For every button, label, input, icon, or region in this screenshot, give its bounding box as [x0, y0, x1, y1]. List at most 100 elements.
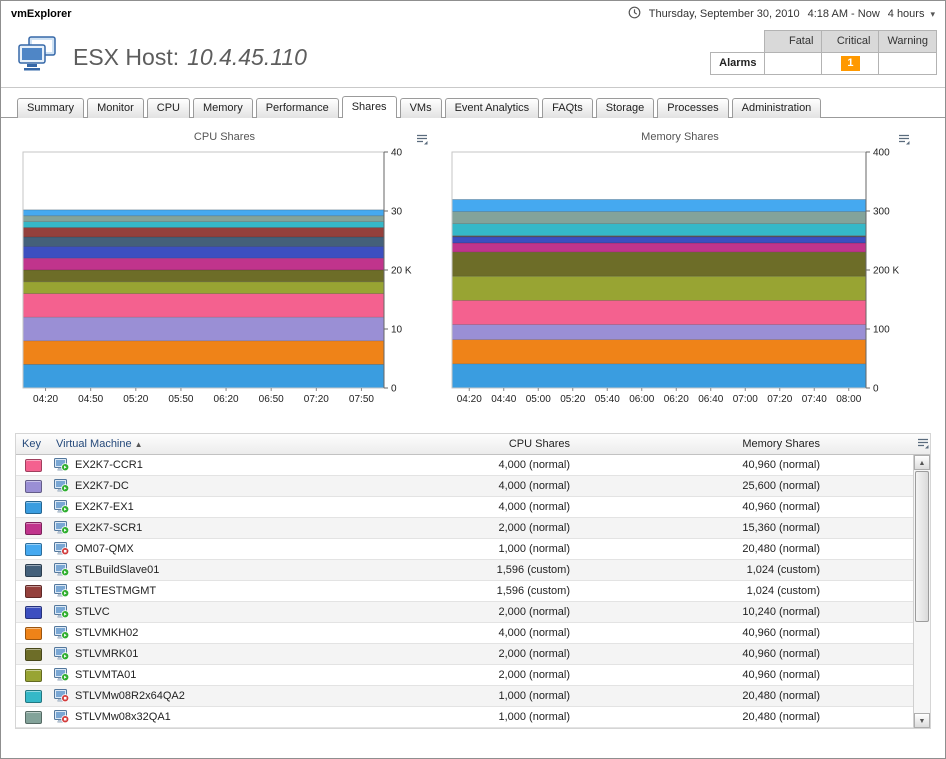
memory-shares-chart: Memory Shares 0 100 200 K 300 400 04:20 04:40 0…: [446, 126, 914, 421]
svg-text:0: 0: [873, 384, 879, 395]
vm-running-icon: [54, 500, 70, 514]
tab-event-analytics[interactable]: Event Analytics: [444, 98, 540, 118]
vm-name-cell[interactable]: EX2K7-DC: [50, 476, 346, 496]
table-row[interactable]: STLTESTMGMT 1,596 (custom) 1,024 (custom): [16, 581, 914, 602]
table-row[interactable]: EX2K7-CCR1 4,000 (normal) 40,960 (normal): [16, 455, 914, 476]
vm-name-cell[interactable]: EX2K7-EX1: [50, 497, 346, 517]
row-filler: [828, 497, 914, 517]
table-row[interactable]: STLVMTA01 2,000 (normal) 40,960 (normal): [16, 665, 914, 686]
scroll-track[interactable]: [914, 470, 930, 713]
vm-name[interactable]: OM07-QMX: [75, 543, 134, 555]
table-row[interactable]: OM07-QMX 1,000 (normal) 20,480 (normal): [16, 539, 914, 560]
vm-memory-shares: 20,480 (normal): [742, 711, 820, 723]
svg-text:07:50: 07:50: [349, 394, 374, 405]
tab-shares[interactable]: Shares: [341, 96, 397, 118]
vm-memory-shares: 40,960 (normal): [742, 459, 820, 471]
table-scrollbar[interactable]: ▲ ▼: [913, 455, 930, 728]
table-row[interactable]: EX2K7-EX1 4,000 (normal) 40,960 (normal): [16, 497, 914, 518]
tab-cpu[interactable]: CPU: [146, 98, 190, 118]
table-row[interactable]: EX2K7-SCR1 2,000 (normal) 15,360 (normal): [16, 518, 914, 539]
table-row[interactable]: EX2K7-DC 4,000 (normal) 25,600 (normal): [16, 476, 914, 497]
vm-key-color: [24, 542, 42, 556]
scroll-up-button[interactable]: ▲: [914, 455, 930, 470]
column-header-filler: [828, 434, 930, 455]
table-row[interactable]: STLVC 2,000 (normal) 10,240 (normal): [16, 602, 914, 623]
tab-monitor[interactable]: Monitor: [87, 98, 144, 118]
vm-key-color: [24, 458, 42, 472]
table-row[interactable]: STLVMw08R2x64QA2 1,000 (normal) 20,480 (no…: [16, 686, 914, 707]
table-row[interactable]: STLVMw08x32QA1 1,000 (normal) 20,480 (norm…: [16, 707, 914, 728]
svg-text:20 K: 20 K: [391, 266, 412, 277]
vm-name[interactable]: STLVMw08x32QA1: [75, 711, 171, 723]
tab-summary[interactable]: Summary: [17, 98, 85, 118]
table-body: EX2K7-CCR1 4,000 (normal) 40,960 (normal) E…: [16, 455, 914, 728]
vm-name[interactable]: STLVC: [75, 606, 110, 618]
vm-running-icon: [54, 647, 70, 661]
vm-name[interactable]: EX2K7-CCR1: [75, 459, 143, 471]
vm-name-cell[interactable]: EX2K7-CCR1: [50, 455, 346, 475]
vm-name[interactable]: STLVMKH02: [75, 627, 139, 639]
vm-name[interactable]: STLTESTMGMT: [75, 585, 157, 597]
column-header-key[interactable]: Key: [22, 438, 41, 450]
chart-title: Memory Shares: [641, 131, 719, 143]
vm-stopped-icon: [54, 542, 70, 556]
column-header-memory-shares[interactable]: Memory Shares: [742, 438, 820, 450]
vm-name[interactable]: EX2K7-DC: [75, 480, 129, 492]
column-header-cpu-shares[interactable]: CPU Shares: [508, 438, 570, 450]
alarms-warning-count: [878, 51, 937, 75]
vm-key-cell: [16, 644, 50, 664]
alarms-label: Alarms: [710, 51, 766, 75]
table-row[interactable]: STLBuildSlave01 1,596 (custom) 1,024 (cust…: [16, 560, 914, 581]
time-range-date: Thursday, September 30, 2010: [648, 8, 800, 20]
vm-running-icon: [54, 626, 70, 640]
vm-name[interactable]: EX2K7-SCR1: [75, 522, 143, 534]
vm-key-cell: [16, 476, 50, 496]
table-options-icon[interactable]: [916, 438, 929, 452]
vm-cpu-shares: 4,000 (normal): [498, 480, 570, 492]
vm-key-cell: [16, 539, 50, 559]
tab-performance[interactable]: Performance: [255, 98, 339, 118]
alarms-critical-count[interactable]: 1: [841, 55, 860, 71]
tab-processes[interactable]: Processes: [657, 98, 729, 118]
vm-name[interactable]: STLBuildSlave01: [75, 564, 160, 576]
vm-name-cell[interactable]: OM07-QMX: [50, 539, 346, 559]
chart-options-icon[interactable]: [415, 131, 428, 153]
tab-vms[interactable]: VMs: [399, 98, 442, 118]
vm-name-cell[interactable]: STLVMw08x32QA1: [50, 707, 346, 727]
vm-name-cell[interactable]: STLVMKH02: [50, 623, 346, 643]
memory-chart-header: Memory Shares: [446, 126, 914, 148]
top-bar: vmExplorer Thursday, September 30, 2010 …: [1, 1, 945, 27]
vm-name-cell[interactable]: STLTESTMGMT: [50, 581, 346, 601]
vm-name[interactable]: STLVMw08R2x64QA2: [75, 690, 185, 702]
vm-name-cell[interactable]: EX2K7-SCR1: [50, 518, 346, 538]
vm-memory-shares: 40,960 (normal): [742, 648, 820, 660]
page-title: ESX Host: 10.4.45.110: [73, 44, 307, 71]
vm-memory-shares: 1,024 (custom): [746, 585, 820, 597]
chart-options-icon[interactable]: [897, 131, 910, 153]
svg-text:06:20: 06:20: [664, 394, 689, 405]
time-range-control[interactable]: Thursday, September 30, 2010 4:18 AM - N…: [628, 6, 935, 22]
vm-name-cell[interactable]: STLVMw08R2x64QA2: [50, 686, 346, 706]
vm-stopped-icon: [54, 689, 70, 703]
vm-name[interactable]: STLVMRK01: [75, 648, 139, 660]
alarms-corner: [711, 31, 765, 53]
vm-name[interactable]: STLVMTA01: [75, 669, 137, 681]
vm-running-icon: [54, 521, 70, 535]
tab-faqts[interactable]: FAQts: [542, 98, 593, 118]
row-filler: [828, 581, 914, 601]
vm-name-cell[interactable]: STLVMRK01: [50, 644, 346, 664]
tab-administration[interactable]: Administration: [731, 98, 822, 118]
tab-storage[interactable]: Storage: [595, 98, 655, 118]
scroll-thumb[interactable]: [915, 471, 929, 622]
vm-name[interactable]: EX2K7-EX1: [75, 501, 134, 513]
vm-name-cell[interactable]: STLVMTA01: [50, 665, 346, 685]
column-header-virtual-machine[interactable]: Virtual Machine ▲: [56, 438, 143, 450]
vm-name-cell[interactable]: STLVC: [50, 602, 346, 622]
tab-memory[interactable]: Memory: [192, 98, 253, 118]
vm-name-cell[interactable]: STLBuildSlave01: [50, 560, 346, 580]
table-row[interactable]: STLVMRK01 2,000 (normal) 40,960 (normal): [16, 644, 914, 665]
vm-key-color: [24, 626, 42, 640]
table-row[interactable]: STLVMKH02 4,000 (normal) 40,960 (normal): [16, 623, 914, 644]
scroll-down-button[interactable]: ▼: [914, 713, 930, 728]
